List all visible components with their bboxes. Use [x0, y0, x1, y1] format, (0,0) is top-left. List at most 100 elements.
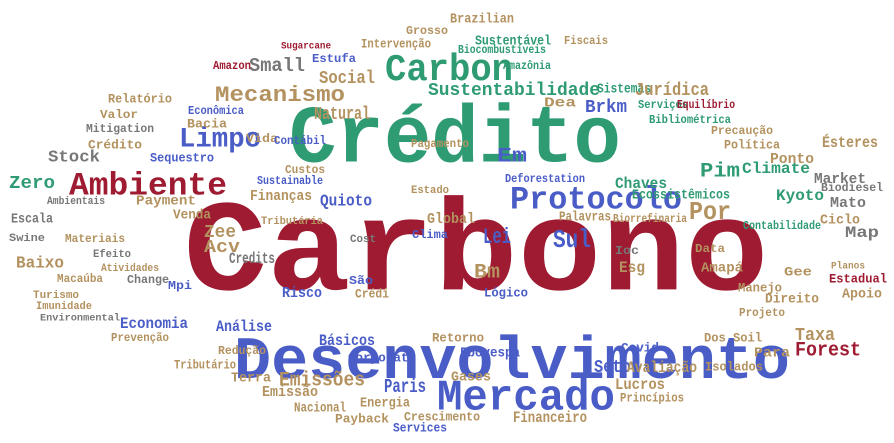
- word: Corporate: [348, 350, 416, 365]
- word: Desenvolvimento: [234, 329, 790, 397]
- word: Taxa: [795, 326, 835, 346]
- word: Venda: [173, 208, 212, 224]
- word: Básicos: [319, 332, 375, 350]
- word: Acv: [204, 238, 240, 258]
- word: Change: [127, 273, 169, 287]
- word: Gases: [451, 370, 491, 386]
- word: Bibliométrica: [649, 113, 731, 127]
- word: Payment: [136, 194, 196, 210]
- word: Lei: [483, 225, 511, 250]
- word: Serviços: [638, 98, 688, 112]
- word: Ioc: [615, 244, 639, 258]
- word: Emissões: [279, 369, 365, 392]
- word: Ciclo: [820, 213, 860, 229]
- word: Avaliação: [627, 359, 697, 377]
- word: Direito: [765, 292, 819, 308]
- word: Biorrefinaria: [613, 212, 687, 226]
- word: Lógico: [484, 285, 528, 300]
- word: Em: [497, 145, 527, 168]
- word: Amazônia: [503, 59, 551, 73]
- word: Zee: [204, 223, 236, 243]
- word: Financeiro: [513, 409, 587, 427]
- word: Imunidade: [36, 301, 92, 313]
- word: Projeto: [739, 306, 785, 320]
- word: Mercado: [437, 374, 615, 424]
- word: Crédi: [355, 286, 389, 301]
- word: Para: [754, 346, 791, 362]
- word: Lucros: [615, 376, 665, 394]
- word: Baixo: [16, 254, 64, 273]
- word: Sequestro: [150, 150, 214, 165]
- word: Payback: [335, 411, 389, 426]
- word: Deforestation: [505, 172, 585, 186]
- word: Jurídica: [635, 81, 709, 101]
- word: Mpi: [168, 279, 192, 293]
- word: Retorno: [432, 330, 484, 345]
- word: Social: [319, 69, 375, 89]
- word: Contábil: [274, 134, 326, 148]
- word: Princípios: [620, 390, 684, 405]
- word: Terra: [231, 371, 272, 387]
- word: Zero: [9, 174, 55, 194]
- word: Pagamento: [411, 137, 469, 151]
- word: Emissão: [262, 384, 318, 401]
- word: Estufa: [312, 52, 356, 66]
- word: Risco: [282, 285, 322, 302]
- word: Esg: [619, 259, 645, 277]
- word: Valor: [100, 108, 138, 122]
- word: Services: [393, 420, 447, 435]
- word: Bm: [474, 261, 500, 284]
- word: Sustainable: [257, 174, 323, 188]
- word: Environmental: [40, 313, 120, 325]
- word: Sustentável: [475, 34, 551, 50]
- word: Redução: [218, 344, 266, 358]
- word: Sustentabilidade: [428, 81, 600, 101]
- word: Materiais: [65, 232, 125, 246]
- word: Estado: [411, 185, 449, 197]
- word: Grosso: [406, 24, 448, 38]
- word: Mecanismo: [215, 83, 345, 108]
- word: Clima: [412, 228, 448, 242]
- word: Limpo: [179, 124, 261, 155]
- word: Equilíbrio: [677, 98, 735, 112]
- word: Tributário: [174, 357, 236, 372]
- word: Mitigation: [86, 122, 154, 136]
- word: Ecossistêmicos: [632, 188, 730, 204]
- word: Por: [689, 197, 731, 227]
- word: Dos Soil: [704, 330, 762, 345]
- word: Tributária: [261, 216, 323, 228]
- word: Efeito: [93, 249, 131, 261]
- word: Relatório: [108, 91, 172, 106]
- word: Biodiesel: [821, 181, 883, 195]
- word: Pim: [700, 160, 740, 183]
- word: Análise: [216, 318, 272, 336]
- word: Escala: [11, 212, 53, 228]
- word: Ambientais: [47, 196, 105, 208]
- word: Contabilidade: [743, 219, 821, 233]
- word: Sul: [553, 225, 591, 255]
- word: Crescimento: [404, 409, 480, 424]
- word: Apoio: [842, 287, 882, 303]
- word: Stock: [48, 148, 100, 167]
- word: Swine: [9, 233, 45, 245]
- word: Ésteres: [822, 133, 878, 152]
- word: Cost: [350, 234, 376, 246]
- word: Manejo: [738, 280, 782, 295]
- word: Covid: [621, 340, 659, 355]
- word: Quioto: [320, 192, 372, 211]
- word: Brazilian: [450, 12, 514, 28]
- word: Amazon: [213, 59, 251, 73]
- word: Gee: [784, 264, 812, 279]
- word: Isolados: [705, 359, 763, 374]
- word: Brkm: [585, 98, 627, 118]
- word: Intervenção: [361, 36, 431, 51]
- word: Palavras: [559, 210, 611, 226]
- word: Macaúba: [57, 272, 103, 286]
- word: Kyoto: [776, 187, 824, 205]
- word: Paris: [384, 376, 426, 398]
- word: Climate: [742, 160, 810, 178]
- word: Finanças: [250, 188, 312, 205]
- word: Turismo: [33, 290, 79, 302]
- word: Biocombustíveis: [458, 43, 546, 57]
